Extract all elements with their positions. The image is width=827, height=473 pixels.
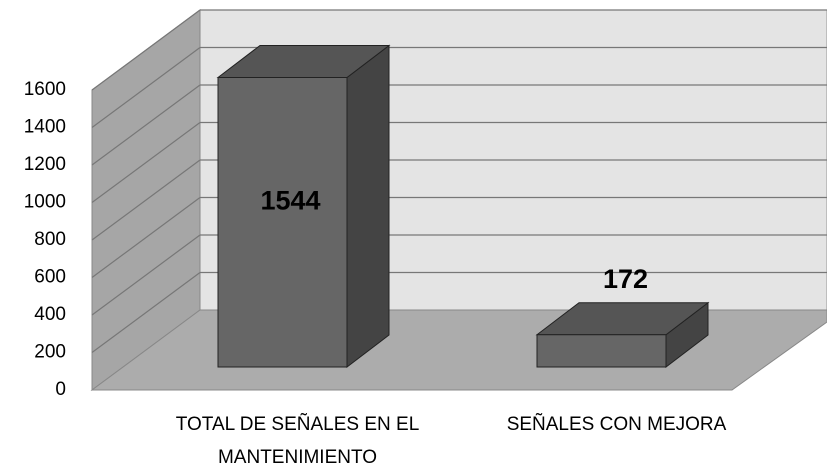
- grid-line: [91, 9, 201, 91]
- grid-line: [91, 122, 201, 203]
- grid-line: [91, 159, 201, 241]
- grid-line: [91, 272, 201, 353]
- y-tick-label: 600: [34, 267, 66, 288]
- grid-line: [91, 47, 201, 128]
- y-tick-label: 1200: [24, 154, 66, 175]
- x-tick-label: TOTAL DE SEÑALES EN EL MANTENIMIENTO: [175, 414, 420, 468]
- y-tick-label: 1000: [24, 192, 66, 213]
- bar: [536, 334, 667, 368]
- x-tick-label: SEÑALES CON MEJORA: [506, 414, 727, 435]
- y-tick-label: 1600: [24, 79, 66, 100]
- value-label: 172: [603, 264, 648, 294]
- y-tick-label: 200: [34, 342, 66, 363]
- grid-line: [91, 234, 201, 316]
- y-tick-label: 400: [34, 304, 66, 325]
- value-label: 1544: [260, 185, 320, 215]
- grid-line: [91, 84, 201, 166]
- floor: [90, 309, 827, 391]
- y-tick-label: 1400: [24, 117, 66, 138]
- bar: [217, 77, 348, 368]
- y-tick-label: 0: [55, 379, 66, 400]
- y-tick-label: 800: [34, 229, 66, 250]
- grid-line: [91, 197, 201, 278]
- bar-side: [346, 44, 390, 369]
